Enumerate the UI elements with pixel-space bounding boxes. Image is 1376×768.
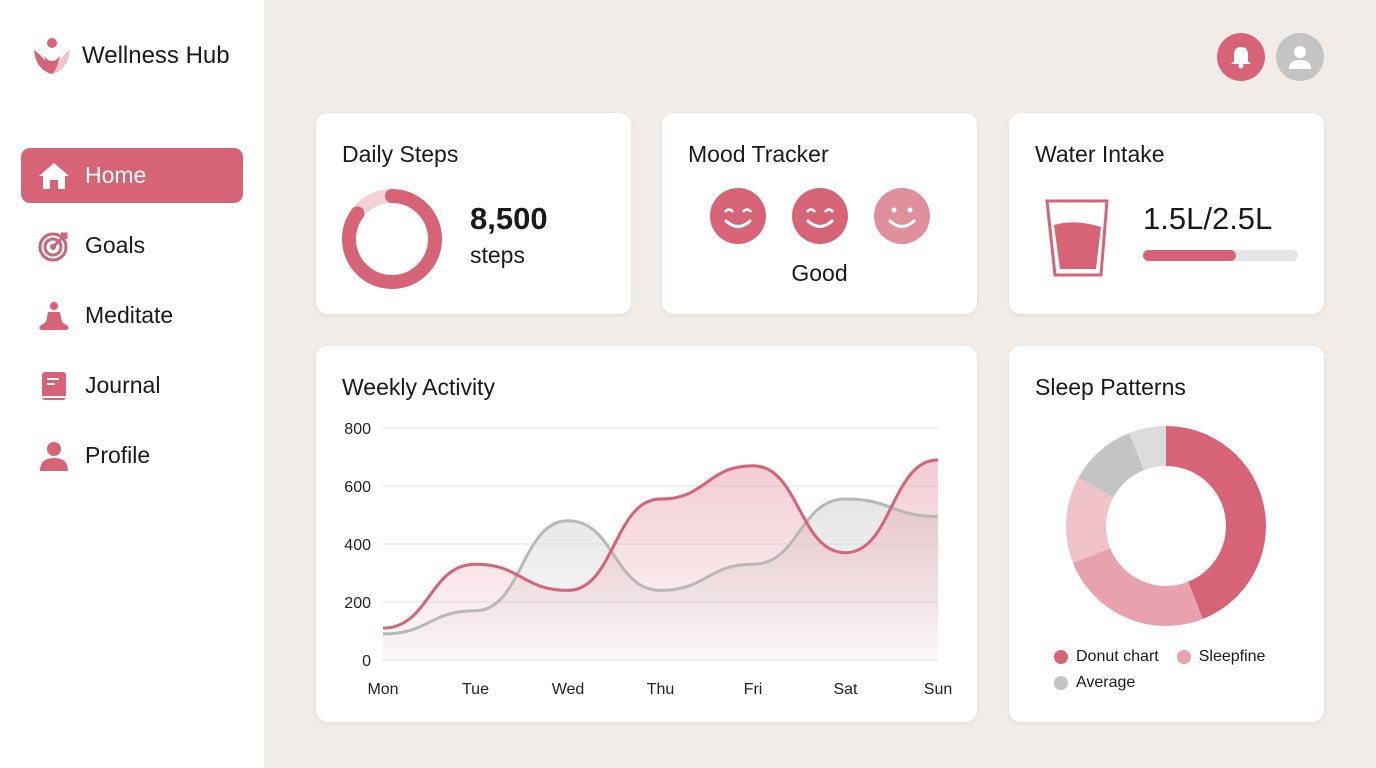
target-icon [38, 232, 68, 261]
legend-label: Average [1076, 674, 1136, 691]
legend-item: Sleepfine [1176, 648, 1266, 666]
sidebar-item-journal[interactable]: Journal [21, 358, 243, 413]
mood-tracker-card: Mood Tracker Good [662, 113, 977, 314]
daily-steps-card: Daily Steps 8,500 steps [316, 113, 631, 314]
smile-face-icon[interactable] [874, 188, 930, 244]
legend-item: Average [1054, 674, 1135, 692]
series-line [382, 458, 939, 630]
card-title: Mood Tracker [688, 141, 829, 167]
sidebar-item-meditate[interactable]: Meditate [21, 288, 243, 343]
sleep-patterns-card: Sleep Patterns Donut chart Sleepfine Avera… [1009, 346, 1324, 722]
sidebar-item-label: Home [85, 162, 147, 188]
lotus-logo-icon [34, 38, 70, 74]
bell-icon [1231, 47, 1251, 69]
sidebar-item-label: Goals [85, 232, 146, 258]
sidebar-item-label: Profile [85, 442, 151, 468]
legend-label: Donut chart [1076, 648, 1159, 665]
donut-slice [1129, 426, 1166, 471]
steps-ring-progress [342, 189, 442, 289]
book-icon [42, 371, 66, 400]
water-value: 1.5L/2.5L [1143, 201, 1273, 236]
donut-slice [1166, 426, 1266, 619]
sleep-legend: Donut chart Sleepfine Average [1054, 648, 1314, 692]
y-tick-label: 800 [344, 421, 371, 438]
sidebar-nav: Home Goals Meditate Journal Profile [21, 148, 243, 498]
legend-swatch [1054, 650, 1068, 664]
meditate-icon [39, 301, 69, 330]
sidebar-item-label: Meditate [85, 302, 174, 328]
card-title: Weekly Activity [342, 374, 495, 400]
series-area [383, 459, 938, 660]
card-title: Sleep Patterns [1035, 374, 1186, 400]
x-tick-label: Sun [924, 681, 952, 698]
mood-label: Good [791, 260, 848, 286]
home-icon [39, 162, 69, 189]
sidebar-item-home[interactable]: Home [21, 148, 243, 203]
app-title: Wellness Hub [82, 42, 230, 69]
steps-unit: steps [470, 242, 525, 268]
sidebar: Wellness Hub Home Goals Meditate Journal… [0, 0, 264, 768]
series-line [382, 497, 939, 636]
water-glass-icon [1045, 199, 1109, 277]
sleep-donut-chart [1066, 426, 1266, 626]
sidebar-item-profile[interactable]: Profile [21, 428, 243, 483]
sidebar-item-label: Journal [85, 372, 161, 398]
x-tick-label: Thu [647, 681, 675, 698]
water-progress-bar [1143, 250, 1298, 261]
grin-face-icon[interactable] [710, 188, 766, 244]
steps-value: 8,500 [470, 201, 548, 236]
y-tick-label: 0 [362, 653, 371, 670]
x-tick-label: Fri [744, 681, 763, 698]
y-tick-label: 600 [344, 479, 371, 496]
x-tick-label: Wed [552, 681, 585, 698]
card-title: Daily Steps [342, 141, 459, 167]
legend-item: Donut chart [1054, 648, 1159, 666]
legend-swatch [1176, 650, 1191, 664]
wink-face-icon[interactable] [792, 188, 848, 244]
steps-progress-ring [342, 189, 442, 289]
donut-slice [1066, 477, 1114, 563]
notifications-button[interactable] [1217, 33, 1265, 81]
donut-slice [1073, 548, 1203, 626]
person-icon [40, 441, 68, 471]
x-tick-label: Mon [367, 681, 398, 698]
donut-slice [1078, 433, 1144, 498]
user-icon [1289, 46, 1311, 69]
weekly-activity-card: Weekly Activity 0 200 400 600 800 Mon Tue Wed Th… [316, 346, 977, 722]
x-tick-label: Tue [462, 681, 489, 698]
water-progress-fill [1143, 250, 1236, 261]
legend-label: Sleepfine [1198, 648, 1266, 665]
y-tick-label: 200 [344, 595, 371, 612]
sidebar-item-goals[interactable]: Goals [21, 218, 243, 273]
legend-swatch [1054, 676, 1068, 690]
x-tick-label: Sat [833, 681, 858, 698]
weekly-activity-chart: 0 200 400 600 800 Mon Tue Wed Thu Fri Sat Sun [344, 421, 952, 698]
water-intake-card: Water Intake 1.5L/2.5L [1009, 113, 1324, 314]
user-avatar-button[interactable] [1276, 33, 1324, 81]
card-title: Water Intake [1035, 141, 1165, 167]
y-tick-label: 400 [344, 537, 371, 554]
logo: Wellness Hub [32, 36, 230, 76]
